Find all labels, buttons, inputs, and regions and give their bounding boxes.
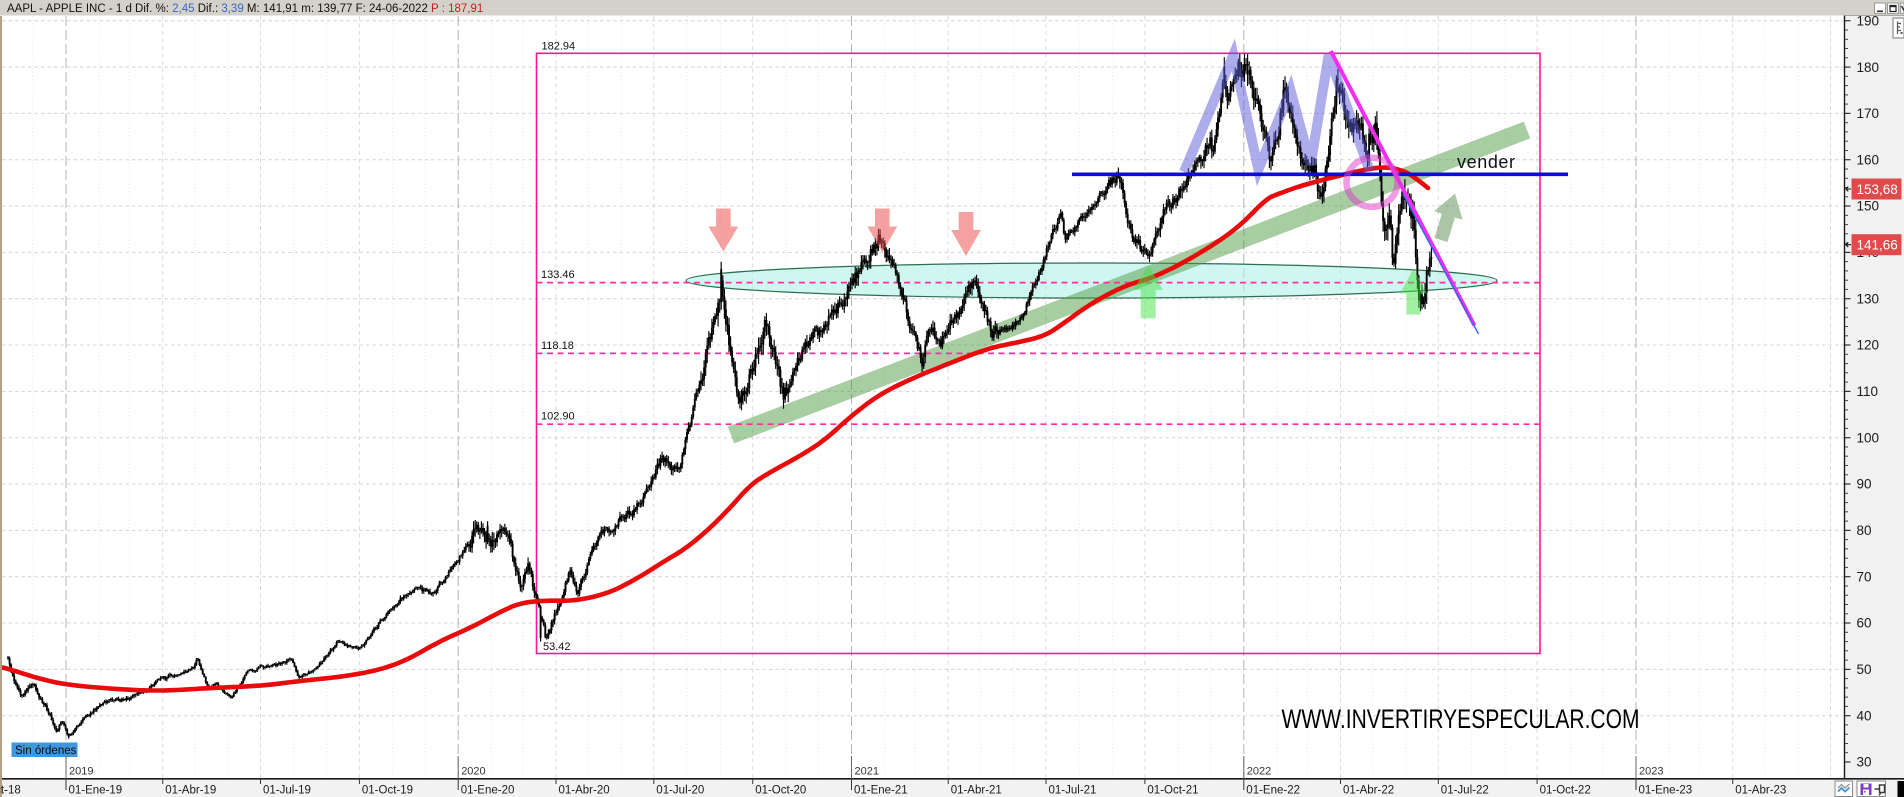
svg-text:153,68: 153,68: [1857, 182, 1898, 197]
svg-text:2022: 2022: [1247, 766, 1271, 778]
svg-text:Sin órdenes: Sin órdenes: [15, 745, 77, 757]
svg-text:53.42: 53.42: [543, 641, 571, 653]
svg-text:01-Oct-20: 01-Oct-20: [755, 785, 806, 797]
svg-text:01-Jul-21: 01-Jul-21: [1049, 785, 1097, 797]
svg-text:70: 70: [1857, 569, 1872, 584]
svg-text:182.94: 182.94: [542, 41, 576, 53]
svg-text:01-Abr-20: 01-Abr-20: [559, 785, 610, 797]
svg-text:01-Abr-23: 01-Abr-23: [1735, 785, 1786, 797]
svg-text:60: 60: [1857, 616, 1872, 631]
svg-text:01-Ene-21: 01-Ene-21: [854, 785, 908, 797]
svg-text:01-Ene-19: 01-Ene-19: [69, 785, 123, 797]
svg-text:30: 30: [1857, 755, 1872, 770]
svg-text:102.90: 102.90: [541, 411, 575, 423]
svg-text:130: 130: [1857, 291, 1880, 306]
svg-text:01-Oct-22: 01-Oct-22: [1540, 785, 1591, 797]
svg-text:2019: 2019: [69, 766, 93, 778]
svg-text:150: 150: [1857, 199, 1880, 214]
svg-text:40: 40: [1857, 708, 1872, 723]
svg-text:170: 170: [1857, 106, 1880, 121]
svg-text:120: 120: [1857, 338, 1880, 353]
svg-text:80: 80: [1857, 523, 1872, 538]
svg-text:2023: 2023: [1639, 766, 1663, 778]
svg-text:2020: 2020: [461, 766, 485, 778]
svg-text:01-Oct-21: 01-Oct-21: [1147, 785, 1198, 797]
svg-text:WWW.INVERTIRYESPECULAR.COM: WWW.INVERTIRYESPECULAR.COM: [1282, 704, 1640, 734]
svg-text:AAPL - APPLE INC - 1 d Dif.: AAPL - APPLE INC - 1 d Dif. %: 2,45 Dif.…: [7, 3, 483, 15]
svg-text:01-Abr-22: 01-Abr-22: [1343, 785, 1394, 797]
svg-text:01-Oct-19: 01-Oct-19: [362, 785, 413, 797]
svg-text:2021: 2021: [855, 766, 879, 778]
svg-text:110: 110: [1857, 384, 1879, 399]
svg-text:100: 100: [1857, 430, 1880, 445]
svg-text:118.18: 118.18: [541, 340, 574, 352]
svg-text:01-Abr-19: 01-Abr-19: [165, 785, 216, 797]
svg-text:01-Jul-20: 01-Jul-20: [656, 785, 704, 797]
svg-text:01-Jul-19: 01-Jul-19: [263, 785, 311, 797]
svg-text:180: 180: [1857, 60, 1880, 75]
svg-text:vender: vender: [1457, 152, 1516, 172]
svg-text:01-Jul-22: 01-Jul-22: [1441, 785, 1489, 797]
svg-text:190: 190: [1857, 13, 1880, 28]
svg-text:50: 50: [1857, 662, 1872, 677]
svg-text:141,66: 141,66: [1857, 238, 1898, 253]
svg-text:160: 160: [1857, 152, 1880, 167]
svg-text:133.46: 133.46: [541, 269, 575, 281]
svg-text:01-Abr-21: 01-Abr-21: [951, 785, 1002, 797]
svg-text:01-Ene-20: 01-Ene-20: [461, 785, 515, 797]
svg-text:01-Ene-23: 01-Ene-23: [1639, 785, 1693, 797]
svg-text:90: 90: [1857, 477, 1872, 492]
svg-text:01-Ene-22: 01-Ene-22: [1246, 785, 1300, 797]
svg-text:01-Oct-18: 01-Oct-18: [0, 785, 21, 797]
